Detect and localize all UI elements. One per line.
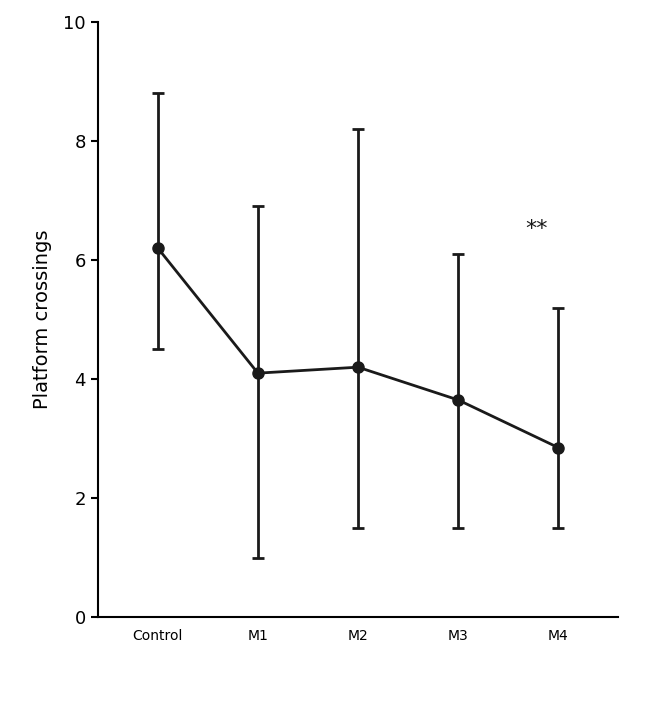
Y-axis label: Platform crossings: Platform crossings	[33, 230, 52, 409]
Text: **: **	[525, 219, 547, 239]
